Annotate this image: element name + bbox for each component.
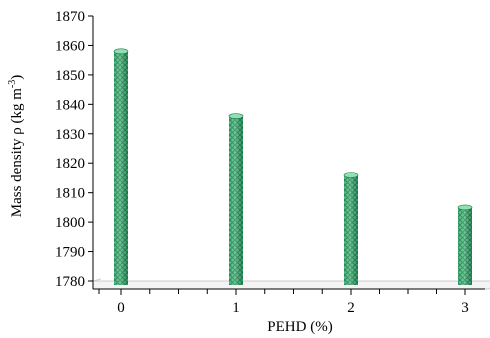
- y-tick-label: 1800: [55, 215, 85, 231]
- bar: [343, 172, 359, 285]
- x-tick-label: 1: [232, 300, 240, 316]
- y-axis-title: Mass density ρ (kg m-3): [7, 75, 25, 218]
- y-tick-label: 1860: [55, 38, 85, 54]
- y-tick-label: 1790: [55, 245, 85, 261]
- bars: [113, 48, 473, 286]
- bar-top: [343, 172, 359, 178]
- y-axis-title-main: Mass density ρ (kg m: [9, 88, 25, 217]
- floor-edge: [92, 278, 102, 282]
- bar: [457, 204, 473, 285]
- bar: [228, 113, 244, 285]
- y-axis: [88, 15, 94, 289]
- floor-plane: [92, 280, 490, 290]
- y-axis-title-superscript: -3: [7, 80, 18, 88]
- x-tick-label: 0: [117, 300, 125, 316]
- y-tick-label: 1850: [55, 68, 85, 84]
- x-axis-title: PEHD (%): [267, 319, 332, 335]
- x-tick-label: 3: [461, 300, 469, 316]
- bar-shading: [458, 207, 472, 285]
- y-tick-label: 1870: [55, 9, 85, 25]
- bar-shading: [114, 51, 128, 286]
- y-axis-title-close: ): [9, 75, 25, 80]
- y-tick-label: 1820: [55, 156, 85, 172]
- tick-labels: 1780 1790 1800 1810 1820 1830 1840 1850 1860 1870…: [55, 9, 469, 316]
- bar-shading: [229, 116, 243, 285]
- bar-top: [228, 113, 244, 119]
- bar: [113, 48, 129, 286]
- x-tick-label: 2: [347, 300, 355, 316]
- y-tick-label: 1830: [55, 127, 85, 143]
- y-tick-label: 1840: [55, 97, 85, 113]
- y-tick-label: 1780: [55, 274, 85, 290]
- bar-shading: [344, 175, 358, 285]
- x-axis: [93, 288, 485, 295]
- bar-top: [457, 204, 473, 211]
- chart-floor: [92, 278, 490, 290]
- bar-top: [113, 48, 129, 55]
- y-tick-label: 1810: [55, 186, 85, 202]
